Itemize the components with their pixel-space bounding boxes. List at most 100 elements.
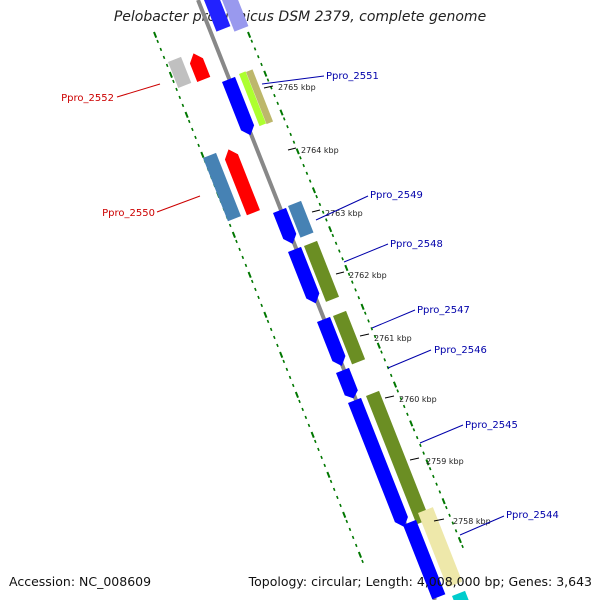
skew-tick	[241, 255, 245, 260]
skew-tick	[354, 543, 358, 548]
kbp-ticks: 2765 kbp 2764 kbp 2763 kbp 2762 kbp 2761…	[263, 83, 491, 526]
skew-tick	[231, 231, 236, 238]
gc-skew-dots-right	[247, 31, 464, 549]
feature-top-blue[interactable]	[204, 0, 231, 32]
skew-tick	[409, 420, 414, 427]
feature-bottom-cyan[interactable]	[452, 590, 473, 600]
skew-tick	[339, 503, 342, 508]
gene-label-ppro-2552[interactable]: Ppro_2552	[61, 93, 114, 104]
kbp-label: 2763 kbp	[325, 209, 363, 218]
skew-tick	[338, 249, 341, 253]
skew-tick	[178, 95, 182, 100]
cog-bar-ppro-2544[interactable]	[418, 507, 463, 588]
gene-ppro-2552[interactable]	[187, 51, 211, 83]
cog-bar-ppro-2551-lime[interactable]	[239, 71, 267, 127]
cog-bar-ppro-2545[interactable]	[366, 390, 430, 525]
skew-tick	[299, 156, 302, 160]
gene-ppro-2548[interactable]	[288, 246, 322, 306]
skew-tick	[263, 70, 268, 77]
skew-tick	[373, 334, 377, 339]
cog-bar-ppro-2549[interactable]	[288, 200, 314, 238]
skew-tick	[257, 295, 260, 300]
skew-tick	[181, 103, 185, 108]
skew-tick	[235, 239, 238, 244]
skew-tick	[276, 343, 279, 348]
kbp-label: 2760 kbp	[399, 395, 437, 404]
skew-tick	[389, 373, 393, 378]
skew-tick	[367, 319, 370, 323]
gene-ppro-2545[interactable]	[348, 397, 411, 530]
skew-tick	[321, 210, 325, 214]
gene-ppro-2549[interactable]	[273, 207, 299, 247]
skew-tick	[175, 87, 178, 92]
skew-tick	[266, 78, 270, 82]
skew-tick	[415, 435, 419, 440]
skew-tick	[260, 303, 264, 308]
skew-tick	[348, 527, 352, 532]
skew-tick	[334, 241, 338, 245]
skew-tick	[282, 117, 286, 121]
gene-label-ppro-2547[interactable]: Ppro_2547	[417, 305, 470, 316]
skew-tick	[357, 295, 361, 300]
skew-tick	[250, 39, 254, 43]
skew-tick	[328, 225, 333, 233]
skew-tick	[454, 529, 458, 533]
gene-ppro-2551[interactable]	[222, 76, 257, 138]
skew-tick	[342, 511, 347, 518]
gene-label-ppro-2544[interactable]: Ppro_2544	[506, 510, 559, 521]
gene-ppro-2546[interactable]	[336, 367, 360, 401]
skew-tick	[197, 143, 200, 148]
skew-tick	[360, 303, 365, 310]
skew-tick	[238, 247, 241, 252]
gene-label-ppro-2550[interactable]: Ppro_2550	[102, 208, 155, 219]
cog-bar-ppro-2551-khaki[interactable]	[246, 69, 274, 125]
skew-tick	[354, 288, 357, 292]
gene-ppro-2547[interactable]	[317, 316, 348, 369]
skew-tick	[392, 381, 398, 388]
skew-tick	[285, 367, 289, 372]
genome-summary-text: Topology: circular; Length: 4,008,000 bp…	[248, 574, 592, 589]
skew-tick	[383, 358, 387, 362]
skew-tick	[347, 272, 351, 277]
skew-tick	[402, 404, 406, 409]
kbp-label: 2759 kbp	[426, 457, 464, 466]
skew-tick	[292, 140, 296, 144]
skew-tick	[406, 412, 409, 416]
skew-tick	[294, 391, 299, 398]
skew-tick	[165, 63, 169, 68]
skew-tick	[357, 551, 362, 558]
skew-tick	[289, 132, 293, 137]
gene-ppro-2544[interactable]	[403, 519, 446, 600]
cog-bar-ppro-2547[interactable]	[333, 310, 366, 365]
skew-tick	[302, 163, 305, 168]
gene-label-ppro-2549[interactable]: Ppro_2549	[370, 190, 423, 201]
skew-tick	[244, 263, 248, 268]
skew-tick	[276, 101, 280, 106]
gene-ppro-2550[interactable]	[222, 147, 260, 216]
skew-tick	[435, 482, 438, 486]
skew-tick	[187, 119, 191, 124]
skew-tick	[376, 342, 381, 349]
cog-bar-ppro-2550[interactable]	[203, 152, 241, 222]
gene-label-ppro-2551[interactable]: Ppro_2551	[326, 71, 379, 82]
skew-tick	[153, 31, 158, 38]
skew-tick	[345, 519, 349, 524]
skew-tick	[351, 280, 354, 284]
kbp-label: 2765 kbp	[278, 83, 316, 92]
skew-tick	[308, 179, 312, 183]
gene-label-ppro-2548[interactable]: Ppro_2548	[390, 239, 443, 250]
feature-top-lavender[interactable]	[222, 0, 249, 32]
skew-tick	[320, 455, 323, 460]
gene-label-ppro-2546[interactable]: Ppro_2546	[434, 345, 487, 356]
skew-tick	[273, 93, 276, 98]
skew-tick	[399, 397, 403, 401]
skew-tick	[323, 463, 327, 468]
skew-tick	[336, 495, 339, 500]
accession-text: Accession: NC_008609	[9, 574, 152, 589]
cog-bar-ppro-2552[interactable]	[168, 56, 192, 89]
cog-bar-ppro-2548[interactable]	[304, 240, 340, 302]
skew-tick	[250, 279, 254, 284]
kbp-label: 2762 kbp	[349, 271, 387, 280]
skew-tick	[156, 39, 160, 44]
gene-label-ppro-2545[interactable]: Ppro_2545	[465, 420, 518, 431]
